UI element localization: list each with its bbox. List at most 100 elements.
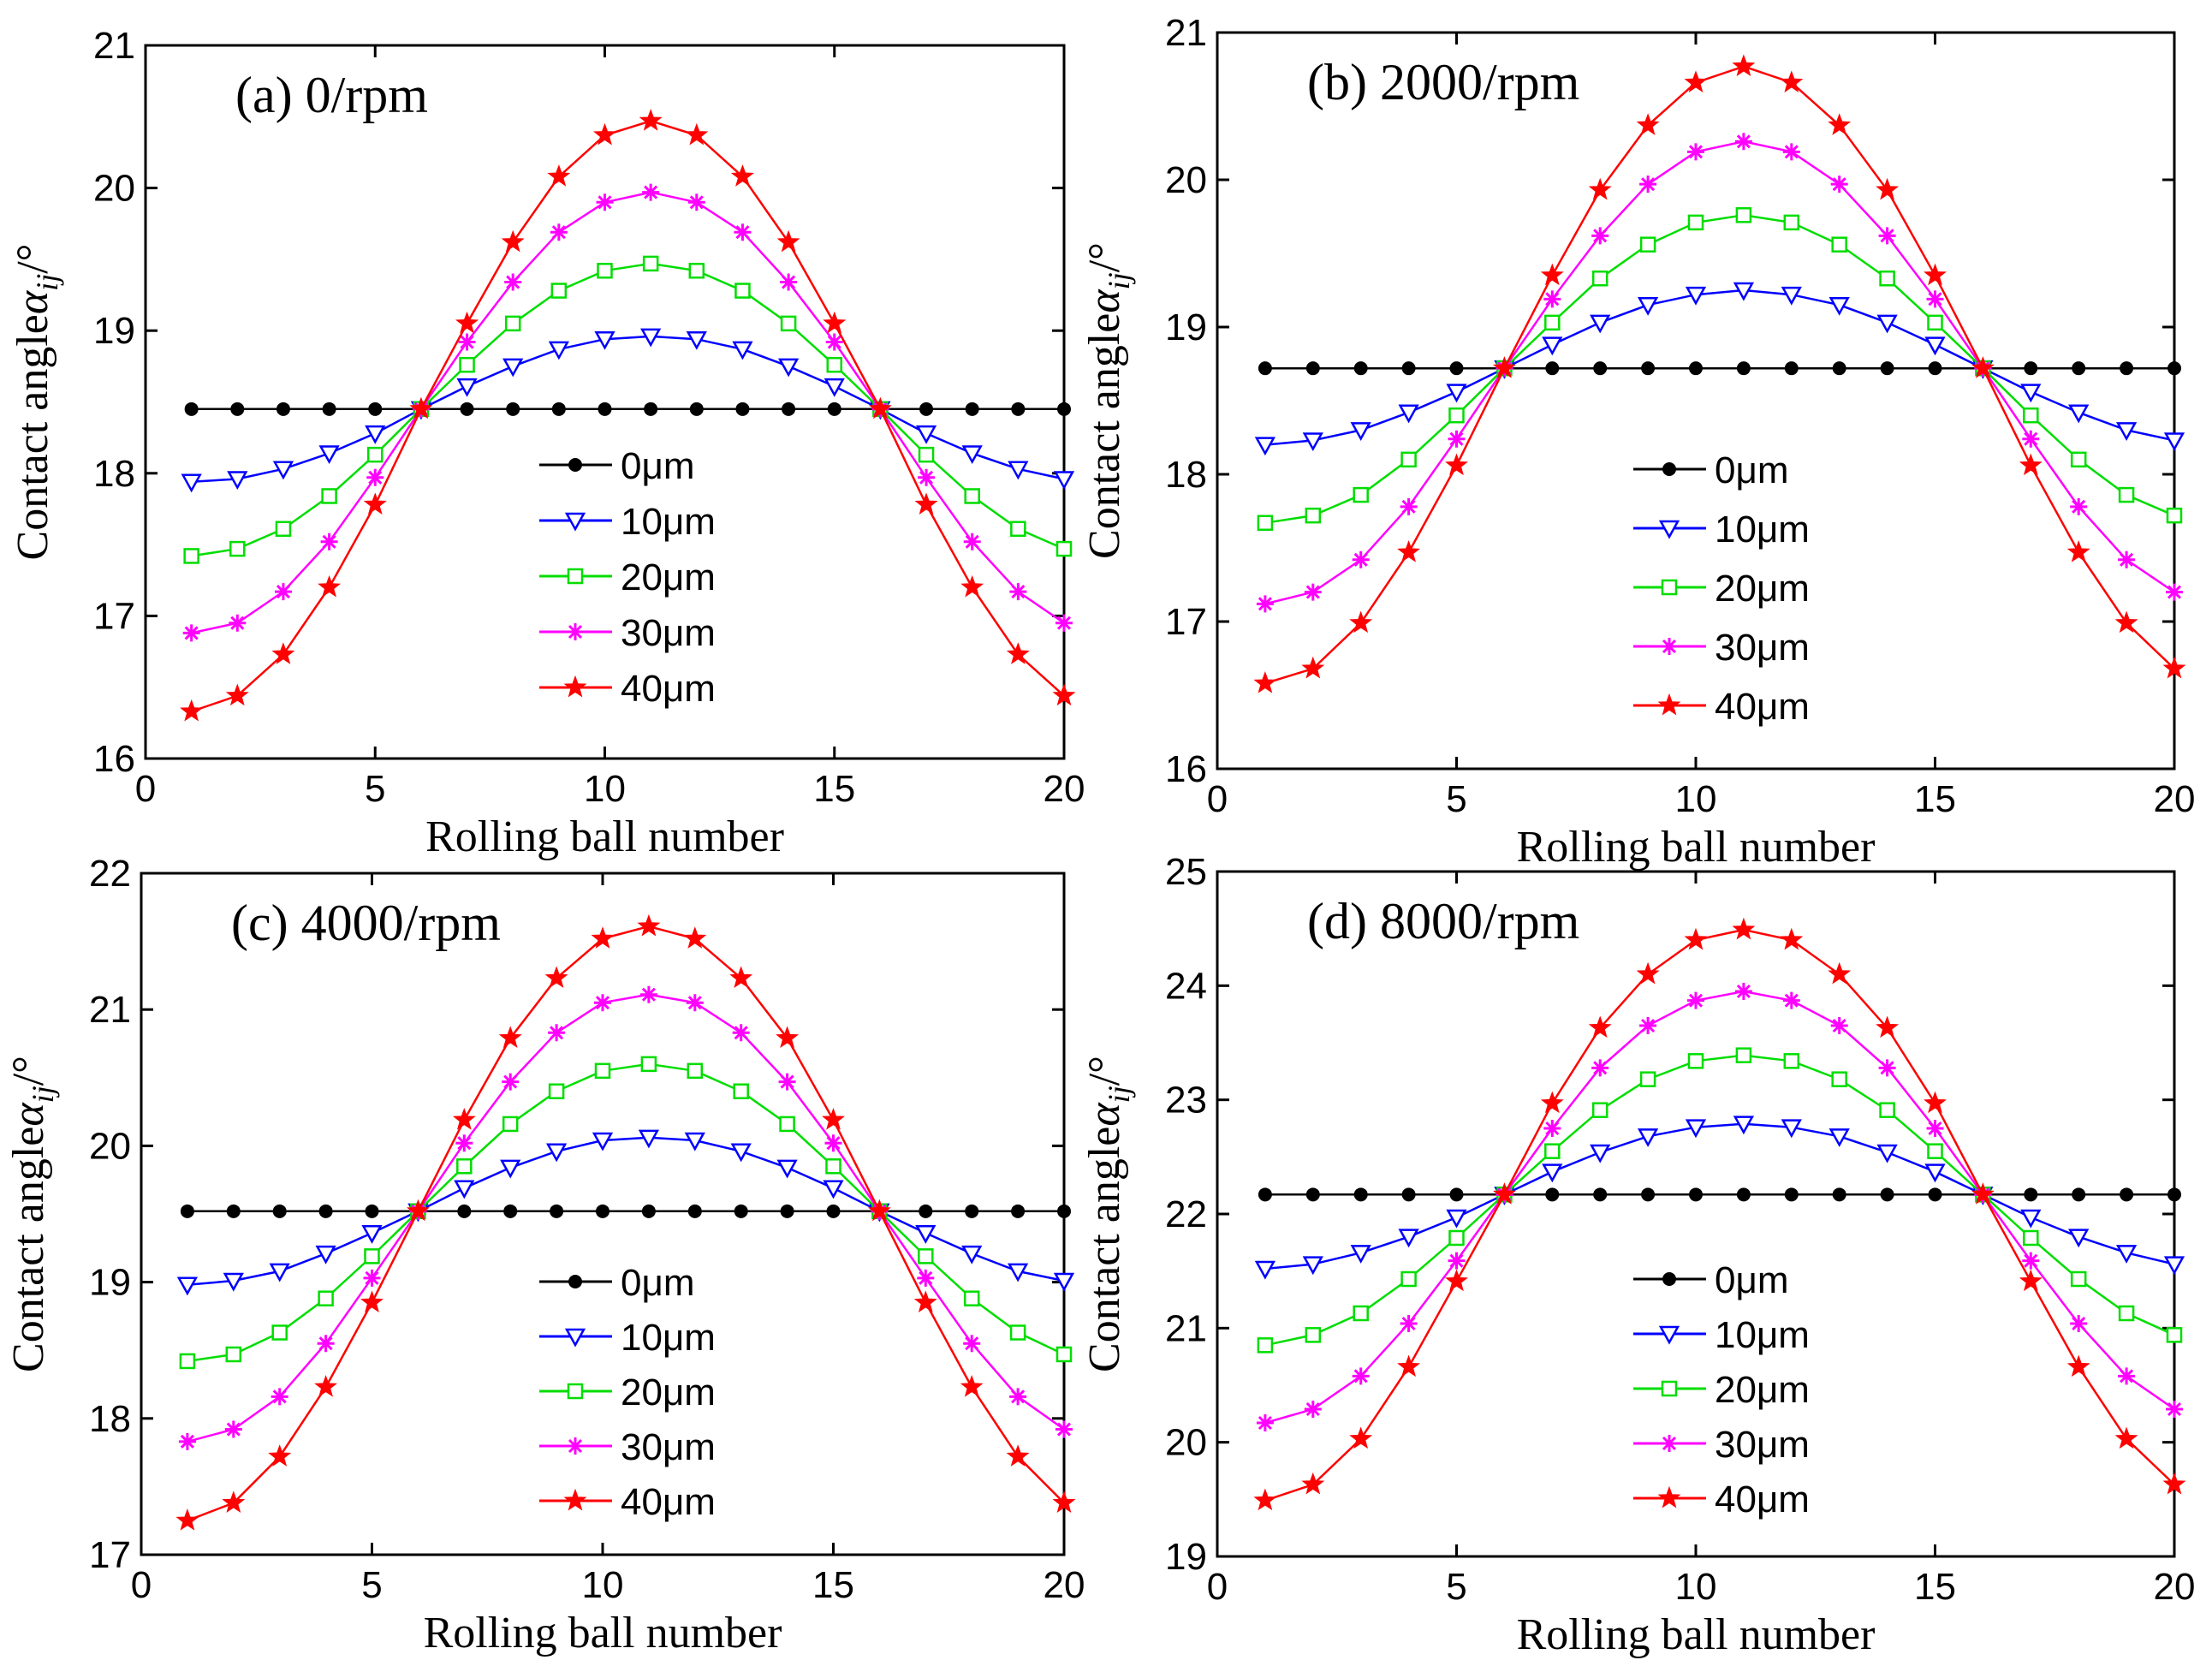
data-point <box>1926 1120 1944 1137</box>
data-point <box>1588 1015 1612 1038</box>
data-point <box>504 315 521 332</box>
data-point <box>1880 1187 1894 1202</box>
data-point <box>965 402 979 416</box>
x-tick-label: 5 <box>365 768 385 810</box>
data-point <box>596 193 614 211</box>
data-point <box>1305 361 1320 376</box>
data-point <box>822 1108 845 1130</box>
data-point <box>1732 54 1756 77</box>
data-point <box>2066 1354 2090 1378</box>
y-tick-label: 21 <box>89 989 131 1031</box>
data-point <box>1353 1187 1368 1202</box>
data-point <box>1879 270 1895 287</box>
data-point <box>1639 176 1657 193</box>
legend: 0μm 10μm 20μm 30μm 40μm <box>1633 449 1810 728</box>
data-point <box>1401 361 1416 376</box>
data-point <box>2072 361 2086 376</box>
data-point <box>1784 361 1799 376</box>
data-point <box>1639 1071 1656 1087</box>
legend-marker <box>568 1275 582 1288</box>
data-point <box>363 492 387 515</box>
data-point <box>913 1290 937 1312</box>
data-point <box>1349 610 1373 634</box>
data-point <box>732 341 753 360</box>
data-point <box>1492 356 1516 378</box>
legend-entry: 40μm <box>621 668 716 710</box>
data-point <box>315 1245 336 1264</box>
data-point <box>1876 314 1898 334</box>
data-point <box>1828 1128 1850 1147</box>
data-point <box>1971 356 1995 378</box>
data-point <box>868 396 892 420</box>
data-point <box>825 333 843 351</box>
data-point <box>550 1204 564 1218</box>
data-point <box>456 378 478 397</box>
data-point <box>1780 70 1804 92</box>
data-point <box>365 1204 379 1218</box>
data-point <box>1636 113 1660 135</box>
series-line <box>191 119 1065 713</box>
data-point <box>1397 1354 1421 1378</box>
data-point <box>459 356 475 373</box>
data-point <box>826 356 842 373</box>
data-point <box>1302 432 1323 452</box>
data-point <box>502 1116 519 1133</box>
data-point <box>637 913 661 937</box>
data-point <box>1590 1144 1611 1163</box>
data-point <box>734 283 751 299</box>
data-point <box>1924 263 1947 286</box>
legend-entry: 30μm <box>1715 1424 1810 1466</box>
y-tick-label: 25 <box>1165 851 1207 893</box>
data-point <box>1011 402 1026 416</box>
data-point <box>176 1276 199 1296</box>
legend-entry: 40μm <box>1715 1479 1810 1520</box>
y-tick-label: 17 <box>89 1534 131 1576</box>
data-point <box>2115 1245 2138 1264</box>
x-tick-label: 10 <box>584 768 626 810</box>
data-point <box>452 1108 476 1130</box>
data-point <box>776 1159 798 1179</box>
data-point <box>457 1204 472 1218</box>
y-tick-label: 17 <box>1165 601 1207 643</box>
data-point <box>1301 1472 1325 1495</box>
data-point <box>1926 290 1944 308</box>
data-point <box>1687 143 1704 161</box>
data-point <box>224 1420 242 1438</box>
data-point <box>686 994 704 1012</box>
series-line <box>191 191 1065 634</box>
data-point <box>1257 515 1274 532</box>
data-point <box>545 1143 568 1163</box>
x-tick-label: 15 <box>1914 778 1956 820</box>
data-point <box>456 1158 473 1175</box>
x-axis-label: Rolling ball number <box>1517 823 1876 872</box>
y-tick-label: 21 <box>1165 12 1207 54</box>
series-30μm <box>178 985 1073 1450</box>
data-point <box>1350 422 1371 441</box>
data-point <box>596 1204 609 1218</box>
data-point <box>592 1132 614 1151</box>
data-point <box>229 540 246 557</box>
data-point <box>1397 540 1421 562</box>
legend-entry: 30μm <box>621 612 716 654</box>
data-point <box>1253 670 1277 693</box>
panel-title: (d) 8000/rpm <box>1307 893 1579 949</box>
data-point <box>1256 595 1274 613</box>
data-point <box>1445 453 1468 476</box>
data-point <box>867 1199 891 1222</box>
data-point <box>454 1180 475 1199</box>
legend-entry: 0μm <box>621 445 694 487</box>
data-point <box>2068 1229 2090 1248</box>
data-point <box>2120 1187 2134 1202</box>
data-point <box>1400 1315 1418 1332</box>
legend-marker <box>1662 462 1676 476</box>
data-point <box>1353 1305 1369 1322</box>
data-point <box>1055 614 1073 632</box>
data-point <box>2167 1187 2181 1202</box>
legend-entry: 20μm <box>621 556 716 598</box>
data-point <box>1011 1204 1026 1218</box>
y-tick-label: 22 <box>1165 1193 1207 1235</box>
series-line <box>1264 140 2175 605</box>
data-point <box>2023 407 2039 424</box>
data-point <box>639 985 657 1003</box>
x-tick-label: 0 <box>135 768 156 810</box>
